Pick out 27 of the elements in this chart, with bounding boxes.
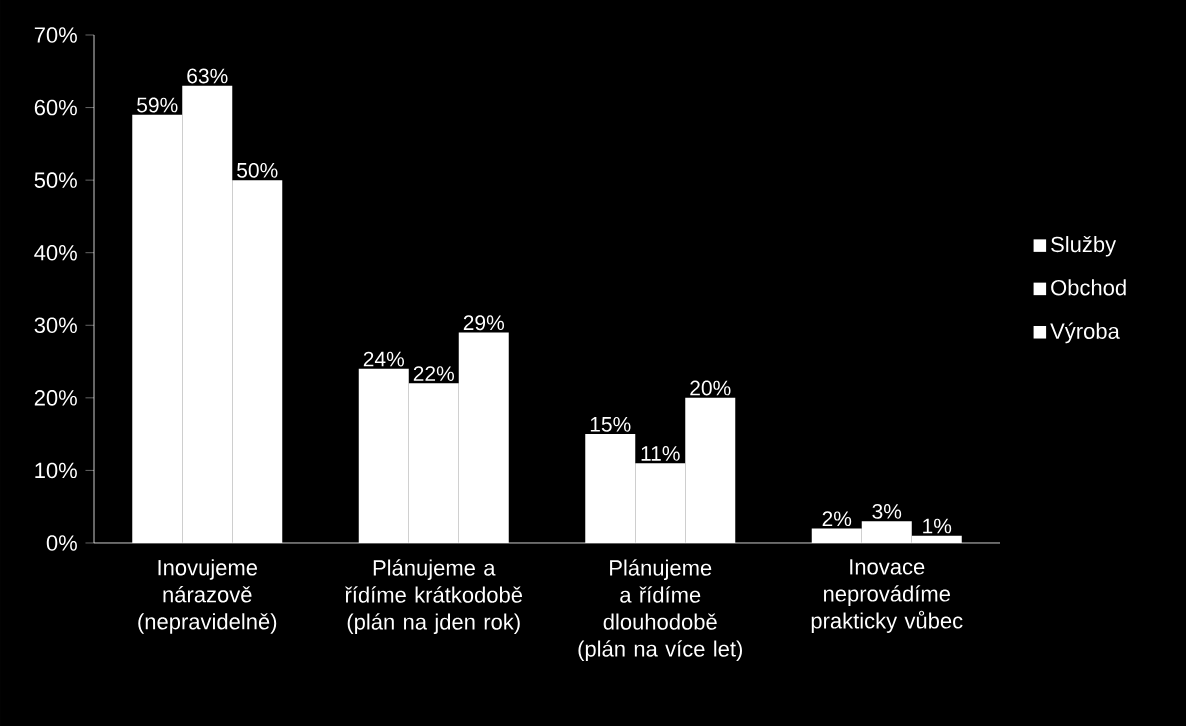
- x-tick-label: Inovujeme nárazově (nepravidelně): [138, 559, 277, 634]
- x-tick-label: Plánujeme a řídíme krátkodobě (plán na jden rok): [345, 559, 523, 634]
- data-label: 50%: [237, 162, 278, 178]
- data-label: 24%: [363, 351, 405, 367]
- data-label: 63%: [187, 68, 228, 84]
- data-label: 29%: [463, 315, 505, 331]
- x-tick-label: Inovace neprovádíme prakticky vůbec: [811, 559, 963, 633]
- data-label: 20%: [690, 380, 731, 396]
- y-tick-label: 30%: [34, 317, 77, 334]
- y-tick-label: 50%: [34, 172, 77, 188]
- legend-label: Výroba: [1050, 322, 1120, 344]
- y-tick-label: 60%: [34, 99, 77, 116]
- data-label: 59%: [137, 97, 178, 113]
- data-label: 15%: [590, 416, 631, 432]
- data-label: 22%: [413, 366, 455, 381]
- data-label: 1%: [923, 518, 952, 534]
- y-tick-label: 40%: [34, 244, 77, 261]
- data-label: 3%: [872, 503, 902, 519]
- legend-label: Služby: [1051, 235, 1117, 257]
- x-tick-label: Plánujeme a řídíme dlouhodobě (plán na více let): [578, 559, 742, 661]
- y-tick-label: 10%: [35, 462, 77, 479]
- data-label: 2%: [822, 511, 852, 527]
- legend-label: Obchod: [1051, 279, 1126, 296]
- y-tick-label: 20%: [34, 390, 77, 406]
- data-label: 11%: [641, 446, 680, 461]
- y-tick-label: 70%: [34, 27, 77, 43]
- y-tick-label: 0%: [46, 535, 77, 551]
